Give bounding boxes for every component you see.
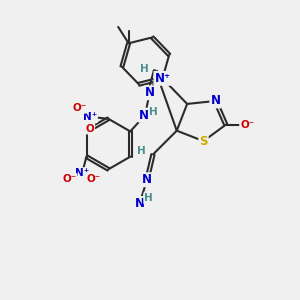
Text: N⁺: N⁺ — [83, 112, 97, 122]
Text: O: O — [85, 124, 94, 134]
Text: H: H — [149, 106, 158, 116]
Text: N: N — [139, 109, 148, 122]
Text: H: H — [140, 64, 148, 74]
Text: H: H — [144, 193, 153, 203]
Text: O⁻: O⁻ — [72, 103, 86, 113]
Text: N: N — [145, 86, 154, 99]
Text: H: H — [137, 146, 146, 156]
Text: N: N — [142, 173, 152, 186]
Text: N: N — [210, 94, 220, 107]
Text: N: N — [135, 197, 145, 210]
Text: N⁺: N⁺ — [75, 168, 89, 178]
Text: O⁻: O⁻ — [86, 174, 100, 184]
Text: N⁺: N⁺ — [154, 72, 170, 85]
Text: O⁻: O⁻ — [240, 120, 254, 130]
Text: S: S — [199, 135, 208, 148]
Text: O⁻: O⁻ — [62, 174, 77, 184]
